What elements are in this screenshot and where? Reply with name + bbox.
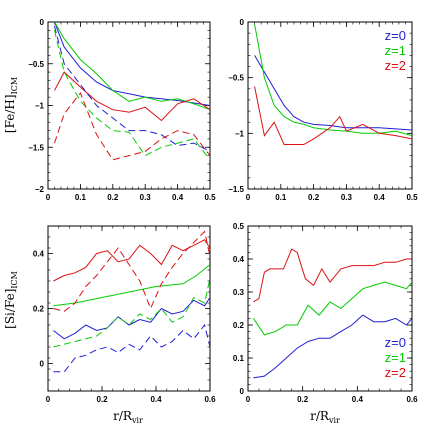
series-line-dashed [53,230,210,312]
series-group [53,230,210,373]
y-tick-label: −1 [235,129,245,138]
x-tick-label: 0.2 [297,395,309,404]
x-tick-label: 0.4 [352,395,364,404]
legend-entry: z=1 [385,350,406,365]
x-tick-label: 0.2 [96,395,108,404]
series-line-dashed [54,30,210,161]
series-line-dashed [54,26,210,152]
legend-entry: z=0 [385,28,406,43]
series-line-solid [54,22,210,106]
panel-top-left: 0 0.1 0.2 0.3 0.4 0.5 −2 −1.5 −1 −0.5 0 [28,18,216,202]
plot-frame [247,225,413,392]
legend: z=0z=1z=2 [385,335,406,380]
x-tick-label: 0.5 [406,193,418,202]
x-tick-label: 0.4 [374,193,386,202]
y-axis-label-fe-h: [Fe/H]ICM [3,77,19,133]
legend-entry: z=0 [385,335,406,350]
y-tick-label: −2 [35,185,45,194]
y-tick-label: −1.5 [228,185,244,194]
x-tick-label: 0.4 [150,395,162,404]
x-tick-label: 0.6 [204,395,216,404]
series-line-dashed [53,323,210,373]
series-line-solid [253,248,412,303]
y-axis-label-si-fe: [Si/Fe]ICM [3,271,19,329]
x-ticks: 0 0.2 0.4 0.6 [246,226,418,404]
legend-entry: z=2 [385,58,406,73]
panel-bottom-right: 0 0.2 0.4 0.6 0 0.1 0.2 0.3 0.4 0.5 z=0z=1z=2 [233,222,418,404]
legend-entry: z=1 [385,43,406,58]
series-line-solid [253,281,412,336]
x-ticks: 0 0.1 0.2 0.3 0.4 0.5 [46,22,216,202]
x-tick-label: 0.2 [308,193,320,202]
y-tick-label: 0 [240,18,245,27]
series-line-solid [54,22,210,111]
y-tick-label: −1.5 [28,143,44,152]
y-ticks: −2 −1.5 −1 −0.5 0 [28,18,210,194]
y-tick-label: 0.1 [233,354,245,363]
panel-top-right: 0 0.1 0.2 0.3 0.4 0.5 −1.5 −1 −0.5 0 z=0z=1z=2 [228,18,418,202]
x-tick-label: 0.6 [406,395,418,404]
y-tick-label: 0.3 [233,288,245,297]
x-tick-label: 0.4 [172,193,184,202]
x-tick-label: 0 [46,193,51,202]
series-line-solid [54,71,210,122]
series-group [253,248,412,379]
y-tick-label: −0.5 [28,60,44,69]
y-tick-label: 0.4 [33,250,45,259]
series-line-solid [254,86,412,145]
series-group [54,22,210,161]
x-tick-label: 0 [46,395,51,404]
y-tick-label: 0.5 [233,222,245,231]
series-line-dashed [53,278,210,348]
y-tick-label: −1 [35,102,45,111]
y-tick-label: 0.2 [233,321,245,330]
x-tick-label: 0.2 [107,193,119,202]
x-tick-label: 0 [246,395,251,404]
y-tick-label: 0.4 [233,255,245,264]
plot-frame [247,21,413,190]
y-tick-label: 0 [240,387,245,396]
series-line-solid [253,314,412,379]
x-ticks: 0 0.2 0.4 0.6 [46,226,216,404]
series-group [254,24,412,145]
series-line-dashed [54,91,210,161]
y-tick-label: 0 [40,360,45,369]
y-tick-label: 0.2 [33,305,45,314]
series-line-solid [53,264,210,307]
panel-bottom-left: 0 0.2 0.4 0.6 0 0.2 0.4 [33,225,216,404]
x-axis-label-right: r/Rvir [310,409,340,425]
x-axis-label-left: r/Rvir [113,409,143,425]
y-ticks: −1.5 −1 −0.5 0 [228,18,412,194]
x-tick-label: 0.1 [75,193,87,202]
y-tick-label: −0.5 [228,74,244,83]
x-tick-label: 0.3 [341,193,353,202]
series-line-solid [53,297,210,340]
series-line-solid [254,55,412,131]
x-tick-label: 0 [246,193,251,202]
x-tick-label: 0.3 [140,193,152,202]
x-ticks: 0 0.1 0.2 0.3 0.4 0.5 [246,22,418,202]
legend: z=0z=1z=2 [385,28,406,73]
y-tick-label: 0 [40,18,45,27]
x-tick-label: 0.1 [275,193,287,202]
legend-entry: z=2 [385,365,406,380]
x-tick-label: 0.5 [204,193,216,202]
